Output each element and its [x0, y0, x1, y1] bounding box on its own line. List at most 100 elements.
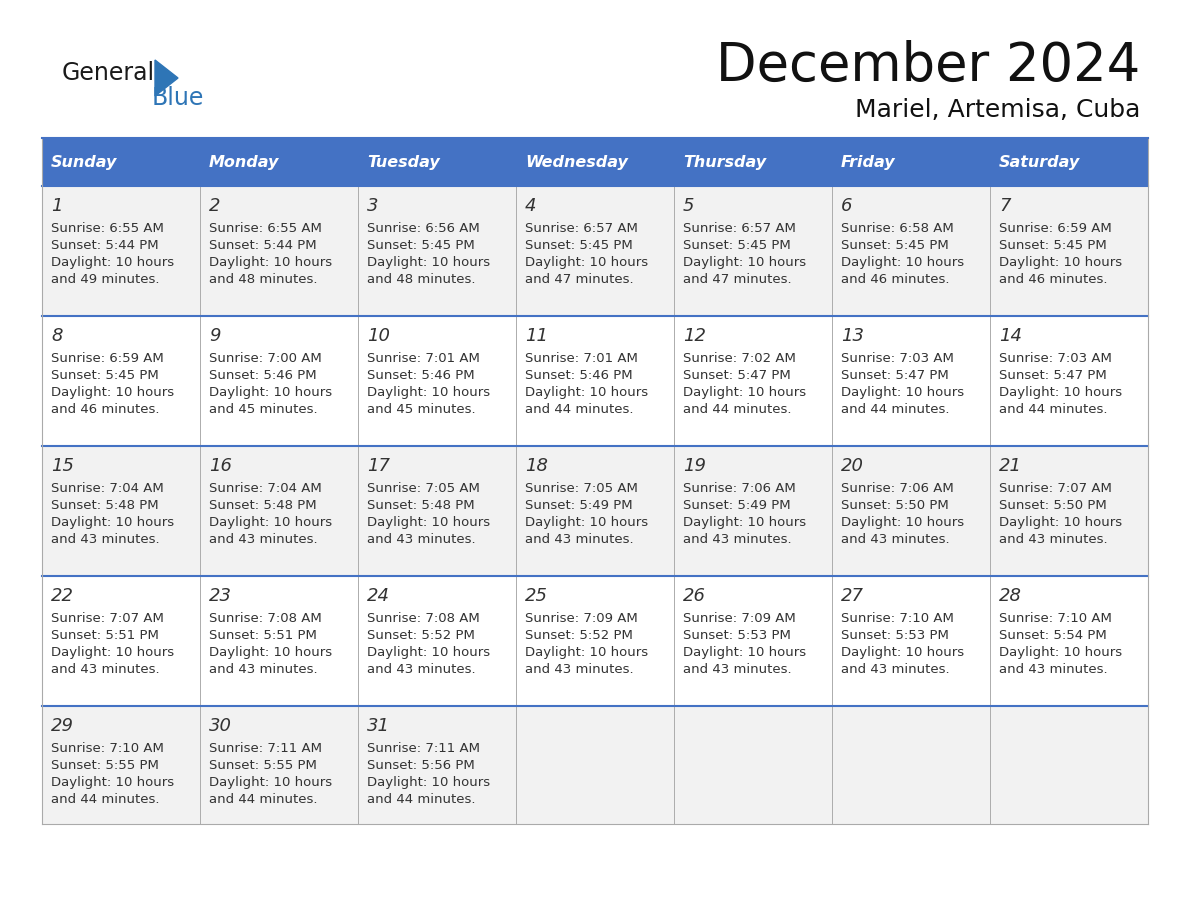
Text: and 43 minutes.: and 43 minutes. [525, 663, 633, 676]
Text: Sunset: 5:50 PM: Sunset: 5:50 PM [999, 499, 1107, 512]
Text: and 43 minutes.: and 43 minutes. [367, 533, 475, 546]
Text: Daylight: 10 hours: Daylight: 10 hours [367, 646, 491, 659]
Bar [990, 706, 1148, 824]
Polygon shape [154, 60, 178, 96]
Text: Sunset: 5:45 PM: Sunset: 5:45 PM [683, 239, 791, 252]
Bar [516, 316, 674, 446]
Text: 19: 19 [683, 457, 706, 475]
Bar [674, 446, 832, 576]
Text: Sunset: 5:50 PM: Sunset: 5:50 PM [841, 499, 949, 512]
Text: Sunrise: 6:56 AM: Sunrise: 6:56 AM [367, 222, 480, 235]
Bar [42, 576, 200, 706]
Bar [516, 706, 674, 824]
Text: Sunset: 5:48 PM: Sunset: 5:48 PM [51, 499, 159, 512]
Text: and 43 minutes.: and 43 minutes. [683, 533, 791, 546]
Text: Sunrise: 7:05 AM: Sunrise: 7:05 AM [525, 482, 638, 495]
Text: 2: 2 [209, 197, 221, 215]
Bar [200, 576, 358, 706]
Text: and 43 minutes.: and 43 minutes. [999, 533, 1107, 546]
Bar [674, 138, 832, 186]
Bar [832, 576, 990, 706]
Text: 13: 13 [841, 327, 864, 345]
Text: 29: 29 [51, 717, 74, 735]
Text: Sunset: 5:47 PM: Sunset: 5:47 PM [999, 369, 1107, 382]
Text: Monday: Monday [209, 154, 279, 170]
Text: and 44 minutes.: and 44 minutes. [209, 793, 317, 806]
Text: and 43 minutes.: and 43 minutes. [51, 663, 159, 676]
Text: 25: 25 [525, 587, 548, 605]
Text: Sunset: 5:52 PM: Sunset: 5:52 PM [525, 629, 633, 642]
Text: Sunset: 5:48 PM: Sunset: 5:48 PM [209, 499, 317, 512]
Bar [832, 186, 990, 316]
Text: and 43 minutes.: and 43 minutes. [367, 663, 475, 676]
Text: 23: 23 [209, 587, 232, 605]
Text: Sunrise: 7:06 AM: Sunrise: 7:06 AM [841, 482, 954, 495]
Text: Sunset: 5:45 PM: Sunset: 5:45 PM [525, 239, 633, 252]
Bar [200, 138, 358, 186]
Text: Sunrise: 7:05 AM: Sunrise: 7:05 AM [367, 482, 480, 495]
Text: Sunrise: 7:04 AM: Sunrise: 7:04 AM [51, 482, 164, 495]
Text: and 48 minutes.: and 48 minutes. [367, 273, 475, 286]
Text: Sunrise: 7:07 AM: Sunrise: 7:07 AM [51, 612, 164, 625]
Text: and 45 minutes.: and 45 minutes. [367, 403, 475, 416]
Bar [516, 576, 674, 706]
Text: 14: 14 [999, 327, 1022, 345]
Text: Sunset: 5:52 PM: Sunset: 5:52 PM [367, 629, 475, 642]
Text: Sunset: 5:48 PM: Sunset: 5:48 PM [367, 499, 475, 512]
Text: Sunset: 5:46 PM: Sunset: 5:46 PM [367, 369, 475, 382]
Bar [200, 186, 358, 316]
Text: Daylight: 10 hours: Daylight: 10 hours [209, 516, 333, 529]
Text: Sunrise: 7:10 AM: Sunrise: 7:10 AM [841, 612, 954, 625]
Bar [358, 186, 516, 316]
Text: 31: 31 [367, 717, 390, 735]
Text: 11: 11 [525, 327, 548, 345]
Text: Sunrise: 7:08 AM: Sunrise: 7:08 AM [209, 612, 322, 625]
Text: Saturday: Saturday [999, 154, 1080, 170]
Text: Wednesday: Wednesday [525, 154, 628, 170]
Text: 27: 27 [841, 587, 864, 605]
Text: Sunset: 5:46 PM: Sunset: 5:46 PM [525, 369, 633, 382]
Bar [832, 138, 990, 186]
Bar [832, 706, 990, 824]
Text: Sunset: 5:45 PM: Sunset: 5:45 PM [51, 369, 159, 382]
Text: Sunday: Sunday [51, 154, 118, 170]
Text: Sunrise: 6:59 AM: Sunrise: 6:59 AM [51, 352, 164, 365]
Text: 3: 3 [367, 197, 379, 215]
Bar [990, 576, 1148, 706]
Text: and 47 minutes.: and 47 minutes. [525, 273, 633, 286]
Text: and 46 minutes.: and 46 minutes. [51, 403, 159, 416]
Text: Sunrise: 7:01 AM: Sunrise: 7:01 AM [525, 352, 638, 365]
Text: Daylight: 10 hours: Daylight: 10 hours [367, 516, 491, 529]
Text: Sunset: 5:49 PM: Sunset: 5:49 PM [683, 499, 791, 512]
Text: and 44 minutes.: and 44 minutes. [841, 403, 949, 416]
Text: Daylight: 10 hours: Daylight: 10 hours [525, 646, 649, 659]
Text: and 43 minutes.: and 43 minutes. [51, 533, 159, 546]
Text: Sunrise: 7:02 AM: Sunrise: 7:02 AM [683, 352, 796, 365]
Bar [516, 138, 674, 186]
Text: Sunrise: 7:11 AM: Sunrise: 7:11 AM [209, 742, 322, 755]
Text: and 43 minutes.: and 43 minutes. [209, 533, 317, 546]
Text: Daylight: 10 hours: Daylight: 10 hours [841, 646, 965, 659]
Text: Sunset: 5:47 PM: Sunset: 5:47 PM [683, 369, 791, 382]
Text: Sunset: 5:51 PM: Sunset: 5:51 PM [209, 629, 317, 642]
Text: Daylight: 10 hours: Daylight: 10 hours [999, 256, 1123, 269]
Text: Daylight: 10 hours: Daylight: 10 hours [525, 256, 649, 269]
Text: Sunrise: 6:55 AM: Sunrise: 6:55 AM [51, 222, 164, 235]
Text: 26: 26 [683, 587, 706, 605]
Text: Sunset: 5:56 PM: Sunset: 5:56 PM [367, 759, 475, 772]
Bar [674, 186, 832, 316]
Text: Daylight: 10 hours: Daylight: 10 hours [51, 776, 175, 789]
Text: Sunrise: 7:09 AM: Sunrise: 7:09 AM [525, 612, 638, 625]
Text: and 44 minutes.: and 44 minutes. [683, 403, 791, 416]
Text: Sunset: 5:53 PM: Sunset: 5:53 PM [841, 629, 949, 642]
Text: Sunset: 5:44 PM: Sunset: 5:44 PM [51, 239, 159, 252]
Text: Daylight: 10 hours: Daylight: 10 hours [841, 386, 965, 399]
Text: Thursday: Thursday [683, 154, 766, 170]
Text: and 43 minutes.: and 43 minutes. [525, 533, 633, 546]
Bar [358, 446, 516, 576]
Text: Sunrise: 7:11 AM: Sunrise: 7:11 AM [367, 742, 480, 755]
Text: Sunrise: 7:03 AM: Sunrise: 7:03 AM [999, 352, 1112, 365]
Text: Daylight: 10 hours: Daylight: 10 hours [999, 516, 1123, 529]
Text: Sunrise: 6:58 AM: Sunrise: 6:58 AM [841, 222, 954, 235]
Bar [200, 316, 358, 446]
